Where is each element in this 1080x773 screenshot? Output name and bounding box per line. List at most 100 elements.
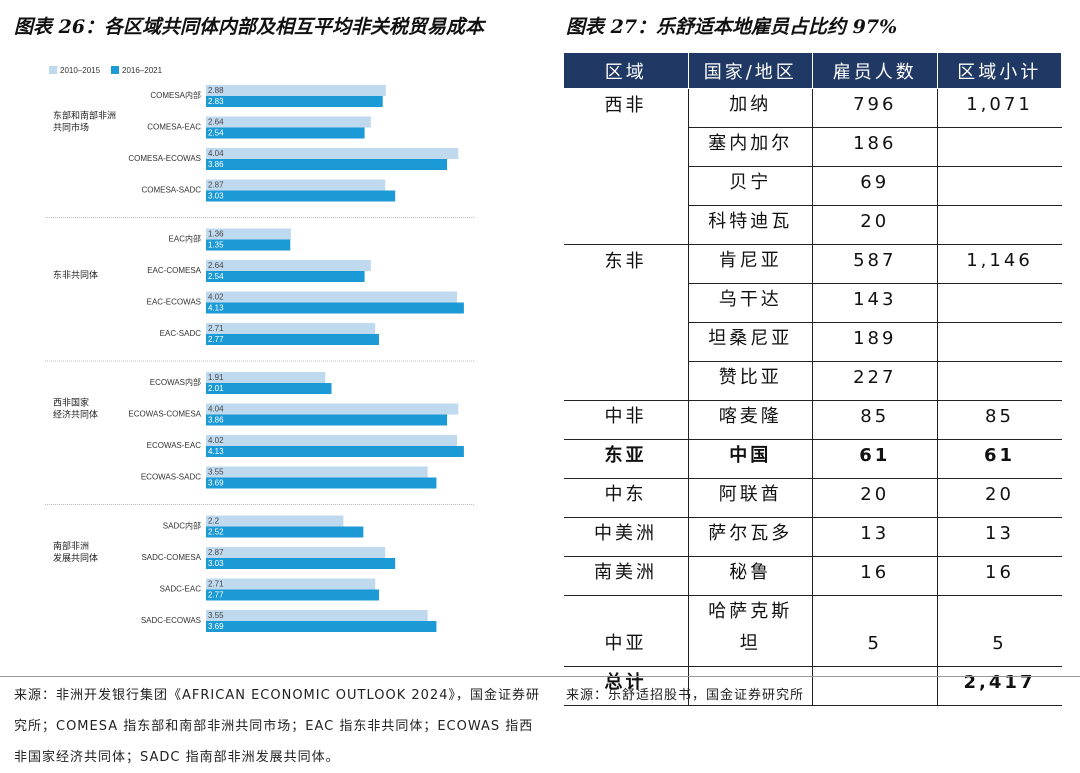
chart-source: 来源：非洲开发银行集团《AFRICAN ECONOMIC OUTLOOK 202… [14,688,540,765]
value-label: 4.02 [208,293,224,302]
table-cell: 20 [936,478,1062,518]
value-label: 2.83 [208,97,224,106]
group-label: 西非国家 [53,396,89,407]
category-label: EAC-ECOWAS [147,298,201,307]
table-cell: 61 [812,439,937,479]
table-cell: 赞比亚 [687,361,813,401]
table-cell: 哈萨克斯坦 [687,595,813,667]
value-label: 2.87 [208,181,224,190]
legend-swatch [49,66,57,74]
table-cell: 阿联酋 [687,478,813,518]
category-label: SADC-COMESA [141,553,201,562]
table-cell: 796 [812,88,937,128]
table-cell [687,666,813,706]
chart-title: 图表 26：各区域共同体内部及相互平均非关税贸易成本 [14,16,485,38]
group-label: 共同市场 [53,121,89,132]
value-label: 2.77 [208,591,224,600]
category-label: COMESA-SADC [141,186,201,195]
table-cell [564,284,689,323]
table-cell: 20 [812,205,937,245]
group-label: 东部和南部非洲 [53,109,116,120]
category-label: SADC内部 [163,521,201,531]
table-cell: 143 [812,283,937,323]
table-cell: 69 [812,166,937,206]
legend-swatch [111,66,119,74]
bar [206,578,376,590]
bar [206,228,291,240]
table-row: 中东 阿联酋 20 20 [563,478,1062,518]
group-label: 经济共同体 [53,408,98,419]
bar [206,610,428,621]
table-cell: 南美洲 [563,556,688,596]
table-cell: 中东 [563,478,688,518]
value-label: 2.88 [208,86,224,95]
value-label: 1.91 [208,373,224,382]
table-cell: 中非 [563,400,688,440]
table-cell: 5 [936,595,1062,667]
table-cell [564,167,689,206]
table-row: 中非 喀麦隆 85 85 [563,400,1062,440]
table-cell: 中亚 [563,595,688,667]
table-cell: 2,417 [936,666,1062,706]
bar [206,372,326,383]
value-label: 4.13 [208,447,224,456]
bar [206,271,365,282]
table-cell: 16 [812,556,937,596]
table-cell: 东亚 [563,439,688,479]
table-cell [564,323,689,362]
value-label: 2.77 [208,335,224,344]
value-label: 2.71 [208,324,224,333]
value-label: 3.03 [208,192,224,201]
table-cell: 5 [812,595,937,667]
bar [206,260,371,271]
table-cell [564,128,689,167]
table-cell: 85 [812,400,937,440]
bar [206,179,386,191]
table-cell: 东非 [563,244,688,284]
legend-label: 2016–2021 [122,66,163,75]
bar [206,414,448,426]
value-label: 4.04 [208,405,224,414]
table-cell: 587 [812,244,937,284]
bar [206,116,371,128]
category-label: EAC-SADC [160,329,202,338]
table-cell: 秘鲁 [687,556,813,596]
table-cell: 61 [936,439,1062,479]
category-label: EAC内部 [169,234,201,244]
bar [206,148,459,159]
category-label: SADC-EAC [160,585,202,594]
bar [206,239,291,251]
table-cell: 总计 [563,666,688,706]
table-cell: 中国 [687,439,813,479]
value-label: 2.64 [208,261,224,270]
table-title: 图表 27：乐舒适本地雇员占比约 97% [566,16,898,38]
table-row: 东非 肯尼亚 587 1,146 [563,244,1062,284]
table-cell [812,666,937,706]
table: 区域 国家/地区 雇员人数 区域小计 西非 加纳 796 1,071 塞内加尔 186 贝宁 69 科特… [563,52,1062,706]
table-cell: 塞内加尔 [687,127,813,167]
bar [206,446,464,457]
table-row: 中亚 哈萨克斯坦 5 5 [563,595,1062,667]
table-cell [936,322,1062,362]
table-cell: 中美洲 [563,517,688,557]
table-row: 东亚 中国 61 61 [563,439,1062,479]
value-label: 2.01 [208,384,224,393]
bar [206,383,332,394]
table-cell [936,283,1062,323]
table-cell: 1,146 [936,244,1062,284]
table-cell: 肯尼亚 [687,244,813,284]
value-label: 4.13 [208,304,224,313]
value-label: 3.55 [208,468,224,477]
table-cell: 227 [812,361,937,401]
category-label: COMESA-ECOWAS [128,154,201,163]
table-row: 总计 2,417 [563,666,1062,706]
bar [206,547,386,558]
value-label: 2.64 [208,118,224,127]
bar [206,558,396,569]
table-cell: 乌干达 [687,283,813,323]
bar [206,466,428,478]
value-label: 1.36 [208,230,224,239]
bar [206,85,386,96]
table-cell: 喀麦隆 [687,400,813,440]
